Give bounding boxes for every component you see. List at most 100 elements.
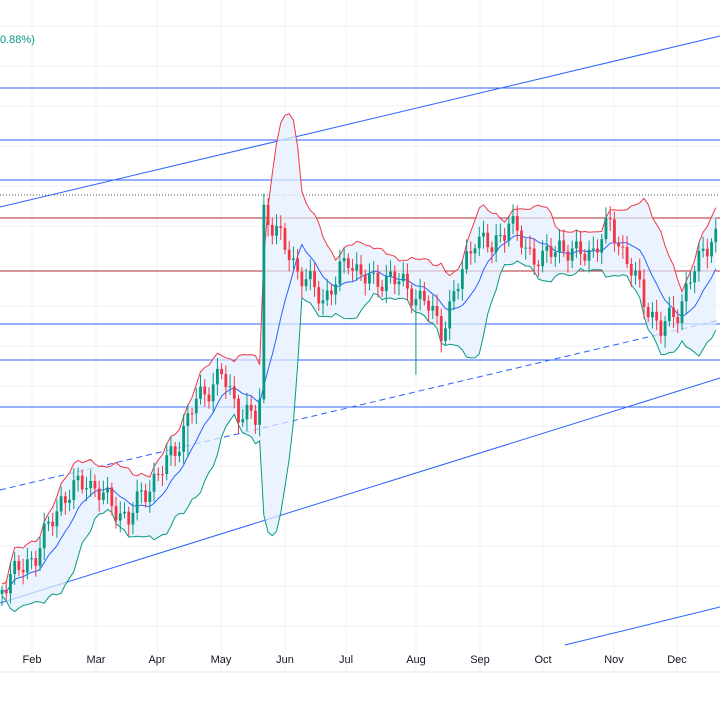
candle-body <box>528 247 532 249</box>
candle-body <box>684 283 688 302</box>
candle-body <box>249 404 253 411</box>
candle-body <box>710 242 713 257</box>
candle-body <box>296 258 300 272</box>
candle-body <box>80 475 84 490</box>
candle-body <box>313 271 316 288</box>
candle-body <box>266 204 270 225</box>
x-axis-tick-label: Jun <box>276 654 294 666</box>
candle-body <box>254 410 257 425</box>
x-axis-tick-label: Feb <box>23 654 42 666</box>
upper-band-line <box>1 113 717 585</box>
candle-body <box>498 235 502 237</box>
candle-body <box>646 307 650 318</box>
candle-body <box>237 398 240 423</box>
candle-body <box>106 487 109 493</box>
candle-body <box>515 216 519 231</box>
lower-trend-line <box>564 606 720 646</box>
candle-body <box>566 251 570 261</box>
candle-body <box>414 299 418 306</box>
candle-body <box>89 480 93 489</box>
candle-body <box>59 496 63 512</box>
x-axis-tick-label: Jul <box>339 654 353 666</box>
candle-body <box>452 291 456 302</box>
candle-body <box>334 284 338 295</box>
candle-body <box>13 560 17 575</box>
candle-body <box>275 225 278 236</box>
candle-body <box>376 272 380 287</box>
candle-body <box>228 386 232 388</box>
candle-body <box>431 305 435 311</box>
candle-body <box>465 251 468 270</box>
candle-body <box>123 511 126 514</box>
candle-body <box>165 455 169 475</box>
candle-body <box>422 290 426 301</box>
x-axis-tick-label: Mar <box>87 654 106 666</box>
horizontal-levels[interactable] <box>0 87 720 408</box>
candle-body <box>553 252 557 257</box>
candle-body <box>34 558 38 566</box>
candle-body <box>562 240 566 252</box>
x-axis-tick-label: Dec <box>667 654 687 666</box>
candle-body <box>477 236 481 249</box>
candle-body <box>490 247 494 253</box>
candle-body <box>0 590 4 594</box>
candle-body <box>368 273 371 284</box>
candle-body <box>473 248 477 254</box>
candle-body <box>448 301 452 329</box>
candle-body <box>283 228 287 250</box>
candle-body <box>304 279 308 287</box>
candle-body <box>330 290 333 295</box>
candle-body <box>182 425 186 452</box>
candle-body <box>135 491 139 513</box>
candle-body <box>351 268 354 271</box>
candle-body <box>617 243 621 247</box>
candle-body <box>207 394 211 402</box>
candle-body <box>152 473 156 492</box>
candle-body <box>714 228 718 243</box>
candle-body <box>663 321 667 336</box>
price-change-label: 0.88%) <box>0 34 35 46</box>
candle-body <box>241 419 245 423</box>
candle-body <box>173 446 177 456</box>
x-axis-tick-label: Sep <box>470 654 490 666</box>
candle-body <box>211 384 215 402</box>
candle-body <box>190 413 194 415</box>
candle-body <box>541 250 545 267</box>
candle-body <box>68 499 71 503</box>
candle-body <box>575 241 578 249</box>
candle-body <box>359 264 363 275</box>
candle-body <box>705 248 709 257</box>
trend-channel[interactable] <box>0 35 720 646</box>
candle-body <box>507 223 511 241</box>
candle-body <box>613 219 616 244</box>
candle-body <box>532 248 536 265</box>
candle-body <box>232 386 236 399</box>
candle-body <box>72 480 76 500</box>
candle-body <box>177 451 181 456</box>
candle-body <box>110 487 114 507</box>
candle-body <box>482 232 485 237</box>
candle-body <box>270 224 274 236</box>
candle-body <box>604 217 608 240</box>
candle-body <box>587 249 591 261</box>
candle-body <box>406 273 409 289</box>
candle-body <box>346 258 350 269</box>
candle-body <box>393 271 397 285</box>
candle-body <box>85 488 88 490</box>
candle-body <box>156 473 160 475</box>
candle-body <box>697 250 701 272</box>
x-axis-tick-label: Apr <box>148 654 165 666</box>
channel-lower-line <box>0 377 720 604</box>
candle-body <box>342 258 346 262</box>
candle-body <box>169 446 173 456</box>
candle-body <box>186 413 190 426</box>
candle-body <box>701 248 705 251</box>
candle-body <box>245 404 249 420</box>
candle-body <box>287 249 291 261</box>
candle-body <box>25 559 29 573</box>
lower-band-line <box>1 260 717 613</box>
candle-body <box>570 248 574 261</box>
candle-body <box>600 239 604 253</box>
